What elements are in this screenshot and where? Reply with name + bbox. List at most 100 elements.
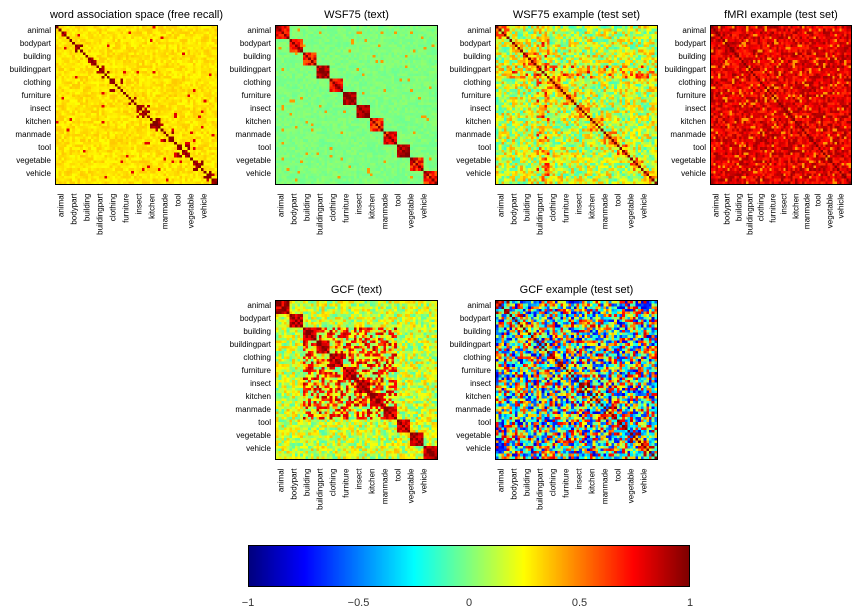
y-tick-label: animal [247,301,271,310]
x-tick-label: tool [393,468,403,482]
x-tick-label: tool [393,193,403,207]
y-tick-label: vegetable [671,156,706,166]
x-tick-label: tool [813,193,823,207]
y-tick-label: tool [478,143,491,153]
y-tick-label: animal [27,26,51,35]
panel-title: GCF (text) [330,284,383,296]
y-tick-label: buildingpart [229,340,271,350]
x-tick-label: vegetable [406,468,416,504]
x-tick-label: kitchen [147,193,157,219]
y-tick-label: vegetable [236,156,271,166]
y-tick-label: insect [250,104,271,114]
y-tick-label: vehicle [246,444,271,454]
y-tick-label: vehicle [466,169,491,179]
x-tick-label: vegetable [406,193,416,229]
y-tick-label: bodypart [239,39,271,48]
y-tick-label: clothing [243,353,271,363]
x-tick-label: buildingpart [315,193,325,235]
colorbar [248,545,690,587]
x-tick-label: vegetable [626,193,636,229]
y-tick-label: vehicle [466,444,491,454]
x-tick-label: bodypart [289,193,299,225]
y-tick-label: kitchen [245,117,271,127]
x-tick-label: vegetable [626,468,636,504]
y-tick-label: furniture [461,366,491,376]
x-tick-label: bodypart [509,193,519,225]
x-tick-label: animal [56,193,66,218]
panel-title: WSF75 example (test set) [512,9,641,21]
y-tick-label: furniture [241,91,271,101]
x-tick-label: animal [496,468,506,493]
y-tick-label: bodypart [674,39,706,48]
x-tick-label: vehicle [419,193,429,219]
y-tick-label: building [463,52,491,62]
y-tick-label: manmade [455,405,491,415]
y-tick-label: vehicle [246,169,271,179]
panel-title: GCF example (test set) [519,284,634,296]
x-tick-label: kitchen [791,193,801,219]
x-tick-label: buildingpart [95,193,105,235]
y-tick-label: kitchen [465,117,491,127]
x-tick-label: manmade [380,468,390,505]
y-tick-label: clothing [243,78,271,88]
x-tick-label: furniture [561,468,571,498]
x-tick-label: clothing [548,193,558,222]
x-tick-label: insect [354,193,364,215]
y-tick-label: clothing [463,353,491,363]
x-tick-label: vehicle [639,468,649,494]
y-tick-label: manmade [455,130,491,140]
colorbar-tick-label: −0.5 [347,597,370,609]
x-tick-label: animal [276,468,286,493]
heatmap-matrix [710,25,852,185]
x-tick-label: animal [496,193,506,218]
x-tick-label: manmade [802,193,812,230]
y-tick-label: buildingpart [9,65,51,75]
x-tick-label: clothing [108,193,118,222]
x-tick-label: building [82,193,92,222]
y-tick-label: bodypart [459,39,491,48]
x-tick-label: furniture [341,193,351,223]
x-tick-label: furniture [341,468,351,498]
x-tick-label: animal [711,193,721,218]
x-tick-label: manmade [600,193,610,230]
x-tick-label: building [522,193,532,222]
y-tick-label: tool [693,143,706,153]
y-tick-label: furniture [241,366,271,376]
y-tick-label: furniture [676,91,706,101]
y-tick-label: furniture [21,91,51,101]
y-tick-label: building [463,327,491,337]
x-tick-label: furniture [561,193,571,223]
x-tick-label: kitchen [587,193,597,219]
heatmap-matrix [495,25,658,185]
y-tick-label: kitchen [245,392,271,402]
y-tick-label: vegetable [456,156,491,166]
y-tick-label: buildingpart [449,65,491,75]
colorbar-tick-label: 0.5 [571,597,588,609]
x-tick-label: building [522,468,532,497]
colorbar-tick-label: 0 [465,597,473,609]
x-tick-label: bodypart [722,193,732,225]
y-tick-label: clothing [678,78,706,88]
y-tick-label: insect [250,379,271,389]
y-tick-label: insect [470,379,491,389]
y-tick-label: animal [467,301,491,310]
y-tick-label: tool [258,143,271,153]
y-tick-label: buildingpart [229,65,271,75]
x-tick-label: clothing [328,193,338,222]
x-tick-label: animal [276,193,286,218]
x-tick-label: manmade [600,468,610,505]
x-tick-label: insect [354,468,364,490]
x-tick-label: vehicle [419,468,429,494]
y-tick-label: kitchen [25,117,51,127]
y-tick-label: vehicle [26,169,51,179]
panel-title: WSF75 (text) [324,9,389,21]
x-tick-label: vegetable [825,193,835,229]
y-tick-label: manmade [235,130,271,140]
y-tick-label: tool [38,143,51,153]
y-tick-label: bodypart [459,314,491,323]
y-tick-label: manmade [670,130,706,140]
x-tick-label: vehicle [836,193,846,219]
x-tick-label: tool [613,468,623,482]
x-tick-label: manmade [160,193,170,230]
y-tick-label: tool [478,418,491,428]
